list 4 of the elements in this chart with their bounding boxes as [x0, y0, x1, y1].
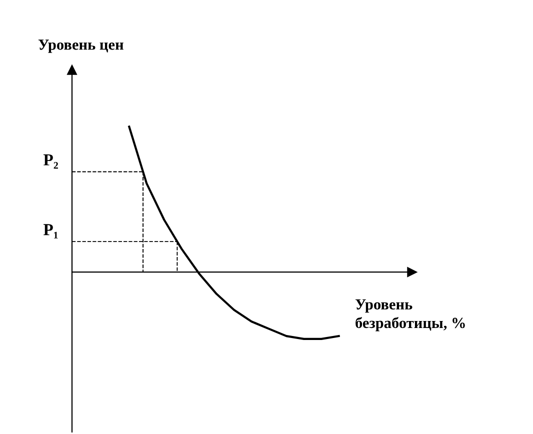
ref-line-label: P₂: [44, 154, 58, 169]
y-axis-title: Уровень цен: [38, 40, 124, 53]
x-axis-title: Уровень безработицы, %: [355, 299, 465, 332]
ref-line-label: P₁: [44, 224, 58, 238]
